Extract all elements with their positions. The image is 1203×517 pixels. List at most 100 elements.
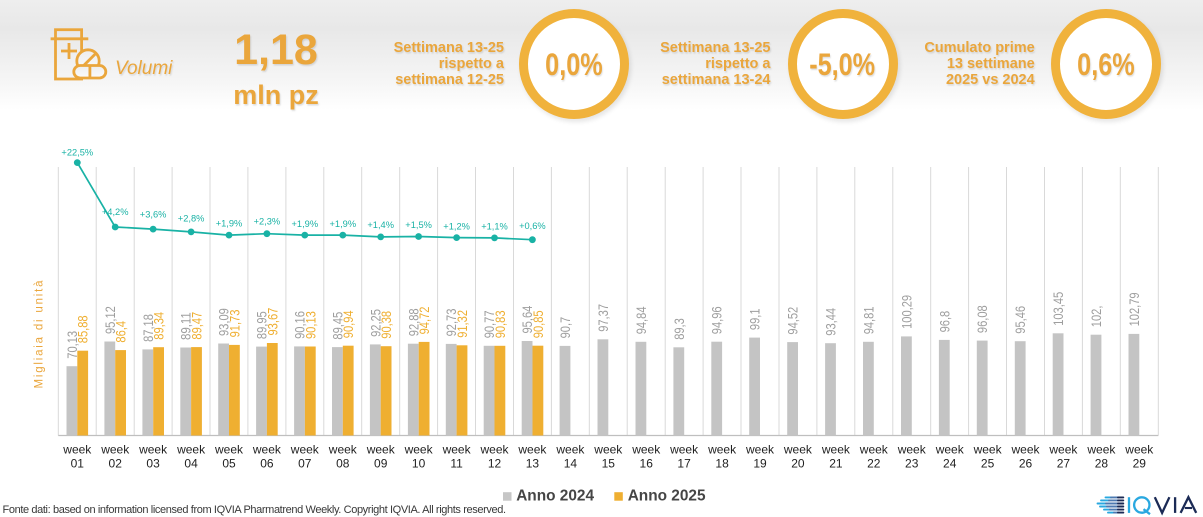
svg-text:+22,5%: +22,5% (61, 148, 93, 158)
svg-text:01: 01 (71, 456, 85, 470)
svg-text:15: 15 (602, 456, 616, 470)
svg-text:25: 25 (981, 456, 995, 470)
svg-text:week: week (252, 442, 282, 456)
svg-text:week: week (593, 442, 623, 456)
svg-text:87,18: 87,18 (140, 314, 156, 342)
svg-text:04: 04 (184, 456, 198, 470)
svg-text:95,46: 95,46 (1012, 306, 1028, 334)
svg-text:week: week (100, 442, 130, 456)
svg-text:week: week (1010, 442, 1040, 456)
svg-text:90,13: 90,13 (302, 311, 318, 339)
svg-text:week: week (859, 442, 889, 456)
svg-text:90,83: 90,83 (492, 310, 508, 338)
svg-text:06: 06 (260, 456, 274, 470)
svg-text:90,77: 90,77 (481, 310, 497, 338)
svg-text:Anno 2024: Anno 2024 (516, 487, 594, 504)
svg-text:14: 14 (564, 456, 578, 470)
svg-text:+1,9%: +1,9% (216, 218, 243, 228)
svg-text:week: week (1048, 442, 1078, 456)
svg-text:89,34: 89,34 (151, 312, 167, 340)
svg-text:92,25: 92,25 (367, 309, 383, 337)
svg-text:91,32: 91,32 (454, 310, 470, 338)
svg-text:week: week (517, 442, 547, 456)
svg-text:10: 10 (412, 456, 426, 470)
svg-text:28: 28 (1095, 456, 1109, 470)
svg-text:96,8: 96,8 (936, 311, 952, 333)
svg-text:93,09: 93,09 (216, 308, 232, 336)
svg-text:17: 17 (677, 456, 691, 470)
svg-text:97,37: 97,37 (595, 304, 611, 332)
svg-text:week: week (745, 442, 775, 456)
svg-text:89,47: 89,47 (189, 312, 205, 340)
svg-text:89,11: 89,11 (178, 312, 194, 340)
svg-text:+1,9%: +1,9% (291, 219, 318, 229)
svg-text:week: week (479, 442, 509, 456)
svg-text:12: 12 (488, 456, 502, 470)
svg-text:week: week (935, 442, 965, 456)
svg-text:week: week (973, 442, 1003, 456)
svg-text:week: week (138, 442, 168, 456)
svg-text:70,13: 70,13 (64, 331, 80, 359)
svg-text:week: week (404, 442, 434, 456)
svg-text:85,88: 85,88 (75, 315, 91, 343)
svg-text:week: week (631, 442, 661, 456)
svg-text:103,45: 103,45 (1050, 292, 1066, 326)
svg-text:94,72: 94,72 (416, 306, 432, 334)
svg-text:94,81: 94,81 (860, 306, 876, 334)
svg-text:91,73: 91,73 (226, 309, 242, 337)
svg-text:89,3: 89,3 (671, 318, 687, 340)
svg-text:week: week (62, 442, 92, 456)
svg-text:102,: 102, (1088, 306, 1104, 328)
svg-text:90,94: 90,94 (340, 310, 356, 338)
svg-text:19: 19 (753, 456, 767, 470)
svg-text:week: week (707, 442, 737, 456)
svg-text:week: week (442, 442, 472, 456)
svg-text:05: 05 (222, 456, 236, 470)
svg-text:16: 16 (640, 456, 654, 470)
svg-text:07: 07 (298, 456, 312, 470)
svg-text:90,16: 90,16 (292, 311, 308, 339)
svg-text:week: week (897, 442, 927, 456)
svg-text:+2,8%: +2,8% (178, 214, 205, 224)
svg-text:24: 24 (943, 456, 957, 470)
svg-text:93,44: 93,44 (823, 308, 839, 336)
svg-text:08: 08 (336, 456, 350, 470)
svg-text:week: week (328, 442, 358, 456)
svg-text:week: week (214, 442, 244, 456)
svg-text:21: 21 (829, 456, 843, 470)
svg-text:89,45: 89,45 (329, 312, 345, 340)
svg-text:93,67: 93,67 (264, 308, 280, 336)
svg-text:+3,6%: +3,6% (140, 210, 167, 220)
svg-text:week: week (366, 442, 396, 456)
svg-text:94,96: 94,96 (709, 306, 725, 334)
svg-text:90,7: 90,7 (557, 317, 573, 339)
svg-text:week: week (669, 442, 699, 456)
svg-text:week: week (290, 442, 320, 456)
svg-text:23: 23 (905, 456, 919, 470)
svg-text:+1,1%: +1,1% (481, 221, 508, 231)
svg-text:86,4: 86,4 (113, 321, 129, 343)
svg-text:92,73: 92,73 (443, 308, 459, 336)
svg-text:week: week (1124, 442, 1154, 456)
svg-text:11: 11 (450, 456, 463, 470)
svg-text:20: 20 (791, 456, 805, 470)
svg-text:+1,9%: +1,9% (329, 219, 356, 229)
svg-text:26: 26 (1019, 456, 1033, 470)
svg-text:+2,3%: +2,3% (254, 217, 281, 227)
svg-text:102,79: 102,79 (1126, 292, 1142, 326)
svg-text:week: week (176, 442, 206, 456)
svg-text:+0,6%: +0,6% (519, 221, 546, 231)
svg-text:Anno 2025: Anno 2025 (628, 487, 706, 504)
svg-text:03: 03 (146, 456, 160, 470)
svg-text:22: 22 (867, 456, 881, 470)
svg-text:+1,5%: +1,5% (405, 220, 432, 230)
svg-text:+4,2%: +4,2% (102, 207, 129, 217)
svg-text:week: week (821, 442, 851, 456)
svg-text:29: 29 (1133, 456, 1147, 470)
svg-text:18: 18 (715, 456, 729, 470)
svg-text:Fonte dati: based on informati: Fonte dati: based on information license… (3, 504, 506, 516)
svg-text:90,38: 90,38 (378, 311, 394, 339)
svg-text:94,84: 94,84 (633, 306, 649, 334)
svg-text:02: 02 (109, 456, 123, 470)
svg-text:09: 09 (374, 456, 388, 470)
